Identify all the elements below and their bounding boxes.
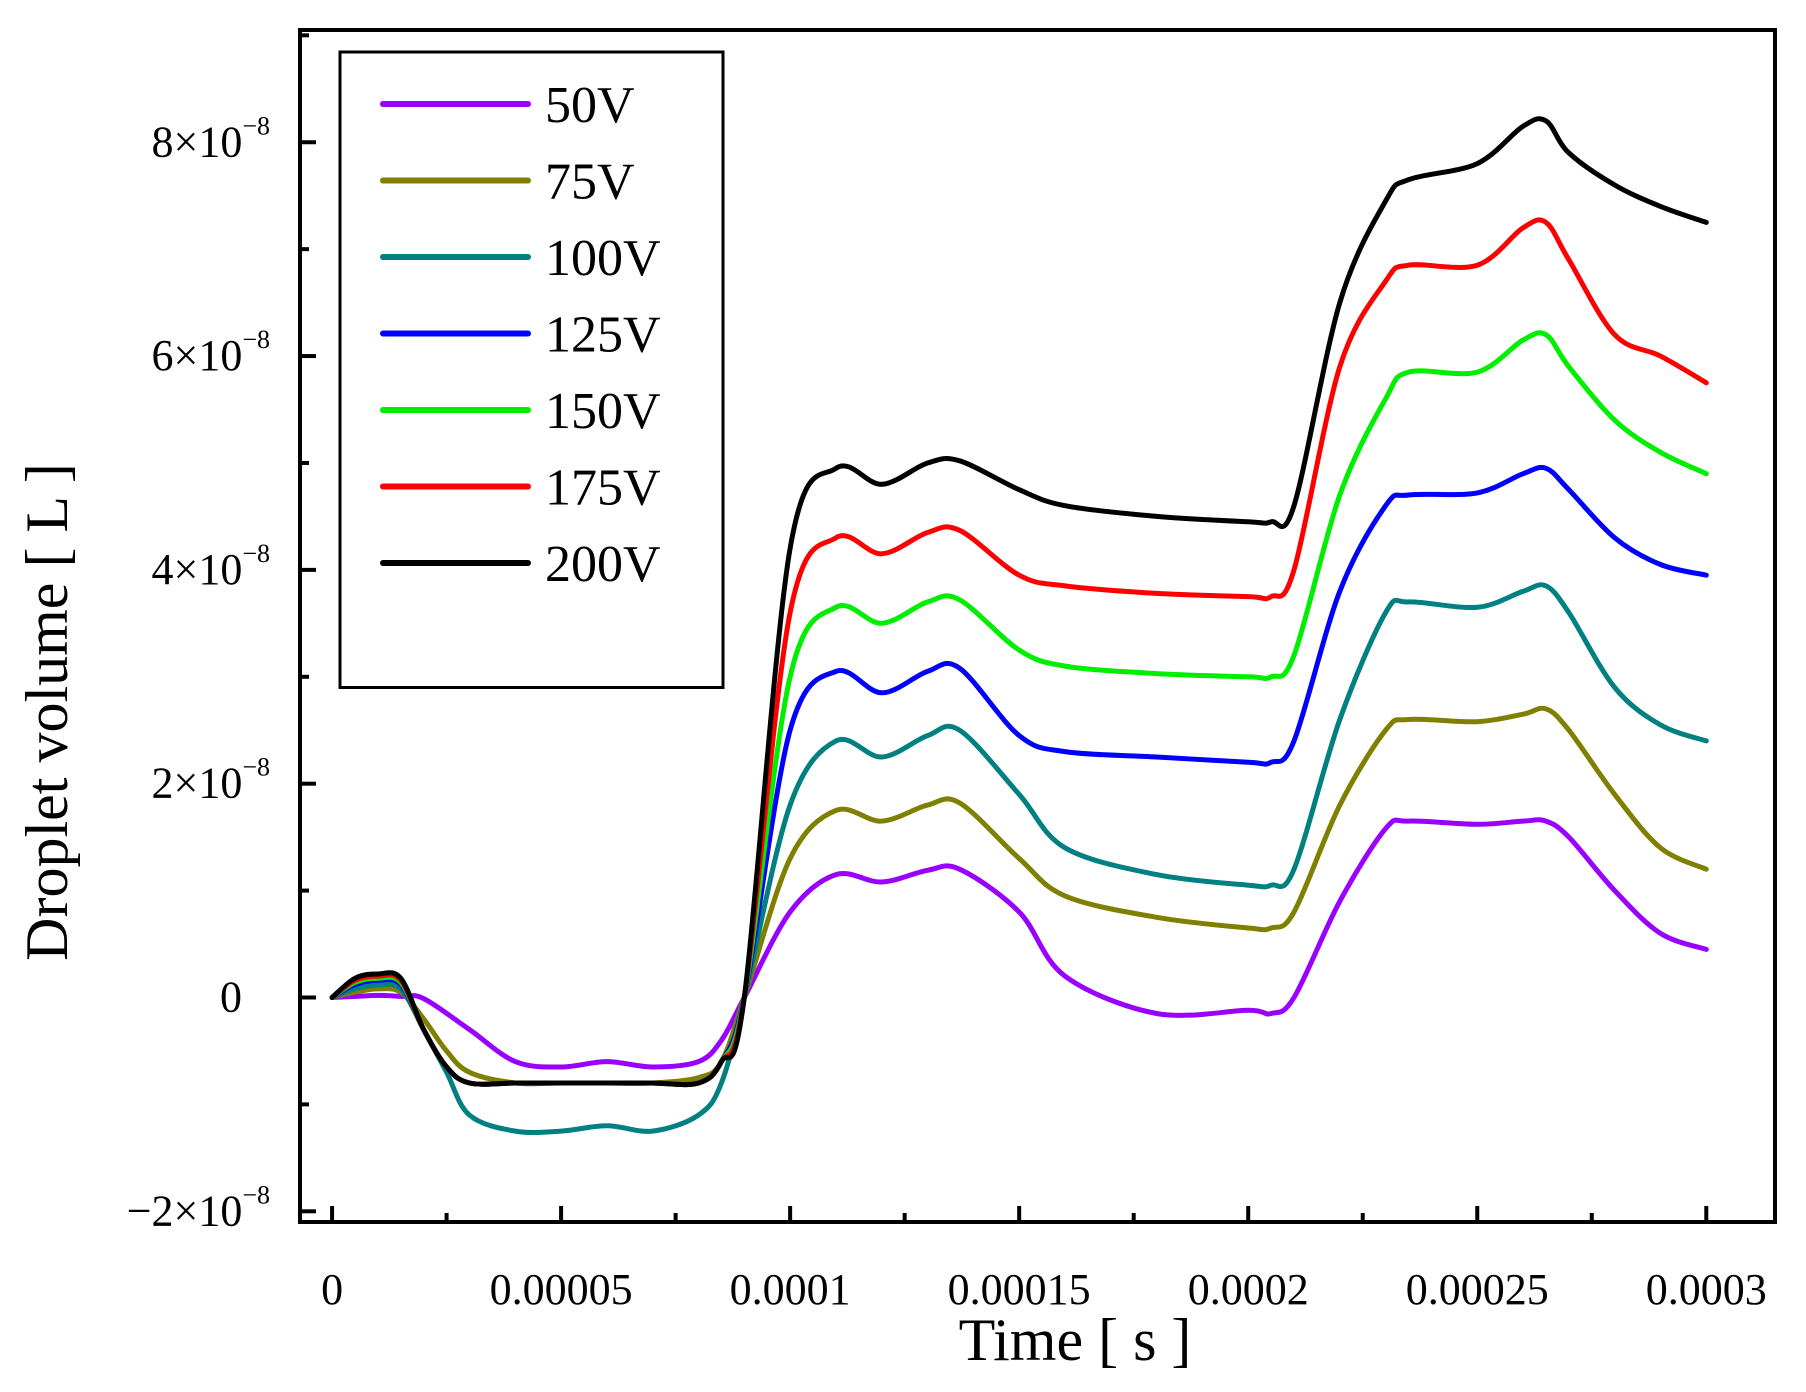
legend-label-175V: 175V <box>545 460 661 517</box>
legend-label-150V: 150V <box>545 383 661 440</box>
y-tick-label: 6×10−8 <box>152 325 271 380</box>
x-tick-label: 0.00015 <box>948 1265 1091 1314</box>
series-line-200V <box>329 116 1709 1088</box>
y-tick-label: 0 <box>220 972 242 1021</box>
series-line-75V <box>329 705 1709 1087</box>
legend-label-75V: 75V <box>545 154 635 211</box>
x-tick-label: 0.0002 <box>1188 1265 1309 1314</box>
x-tick-label: 0 <box>321 1265 343 1314</box>
series-line-50V <box>329 817 1709 1070</box>
series-line-100V <box>329 582 1709 1136</box>
y-tick-label: 8×10−8 <box>152 111 271 166</box>
axes-layer: 0 0.00005 0.0001 0.00015 0.0002 0.00025 0.0003… <box>127 28 1777 1314</box>
x-axis-title: Time [ s ] <box>959 1307 1192 1373</box>
x-tick-label: 0.00025 <box>1406 1265 1549 1314</box>
legend-label-100V: 100V <box>545 230 661 287</box>
legend-label-200V: 200V <box>545 536 661 593</box>
legend-box <box>338 50 725 689</box>
legend-label-50V: 50V <box>545 77 635 134</box>
y-axis-title: Droplet volume [ L ] <box>14 463 80 961</box>
x-tick-label: 0.00005 <box>490 1265 633 1314</box>
legend: 50V 75V 100V 125V 150V 175V 200V <box>338 50 725 689</box>
legend-label-125V: 125V <box>545 307 661 364</box>
y-tick-label: 4×10−8 <box>152 539 271 594</box>
plot-frame <box>298 28 1777 1224</box>
x-tick-label: 0.0003 <box>1646 1265 1767 1314</box>
series-layer <box>329 116 1709 1136</box>
y-tick-label: 2×10−8 <box>152 753 271 808</box>
y-tick-label: −2×10−8 <box>127 1180 270 1235</box>
x-tick-label: 0.0001 <box>730 1265 851 1314</box>
